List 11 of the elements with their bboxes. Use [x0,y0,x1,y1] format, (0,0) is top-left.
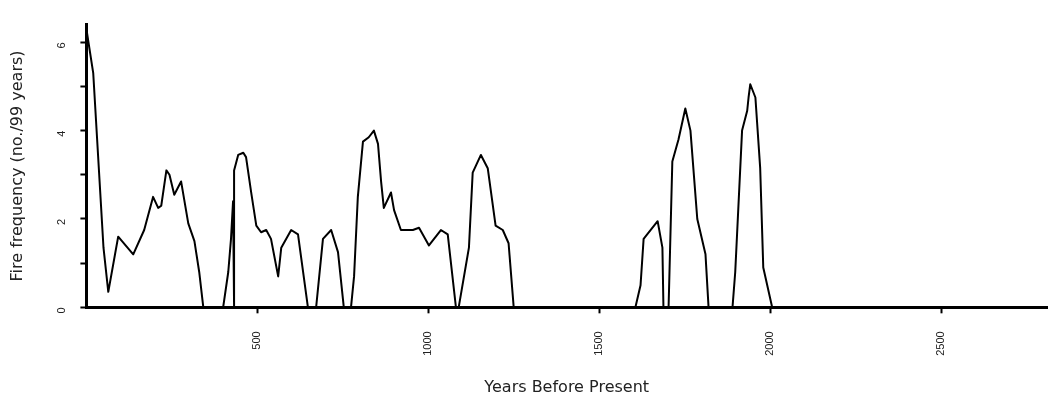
x-tick-label: 2000 [763,331,776,356]
y-tick-label: 2 [55,218,68,226]
y-axis-title: Fire frequency (no./99 years) [6,50,26,282]
x-tick-label: 1000 [421,331,434,356]
y-tick-label: 0 [55,307,68,314]
x-tick-label: 1500 [592,331,605,356]
x-tick-label: 2500 [934,331,947,356]
x-tick-label: 500 [250,331,263,350]
x-axis-title: Years Before Present [483,376,650,396]
y-tick-label: 6 [55,42,68,49]
y-tick-label: 4 [55,130,68,137]
